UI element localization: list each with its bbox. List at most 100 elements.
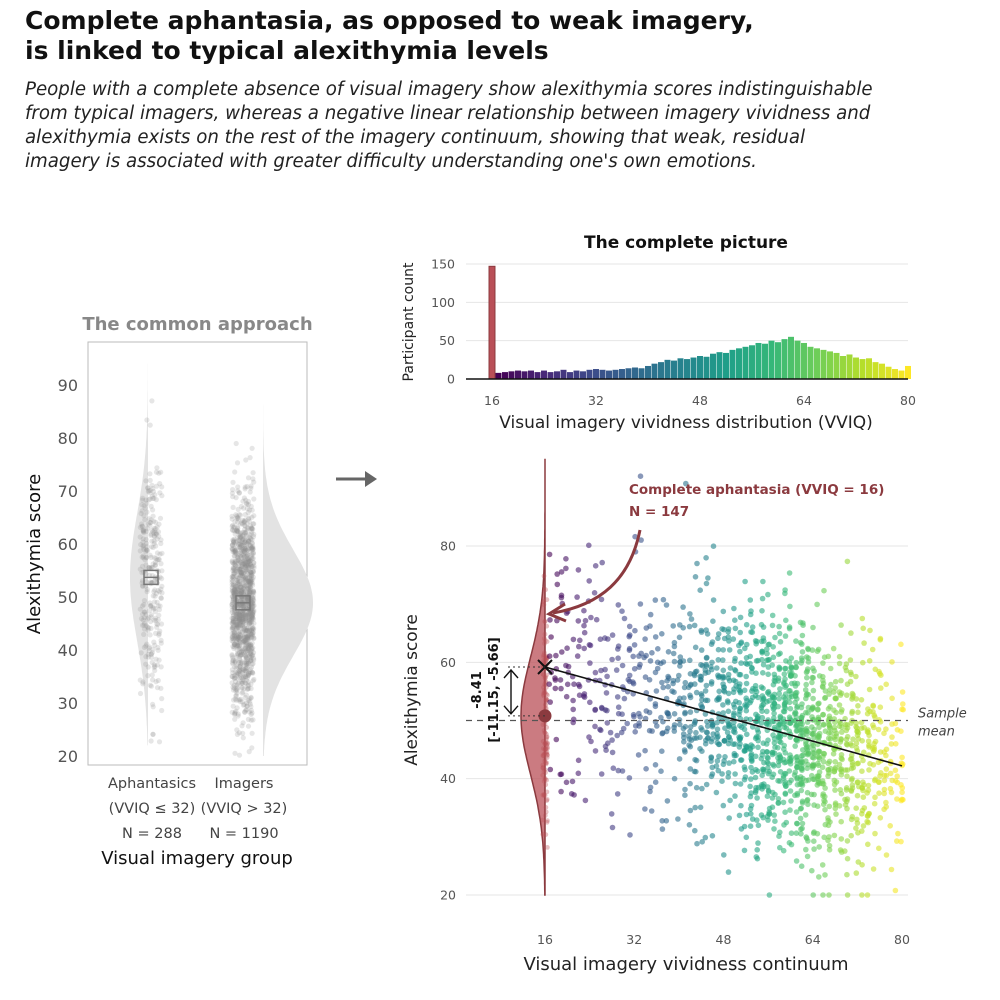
- scatter-point: [731, 758, 737, 765]
- jitter-point: [232, 548, 239, 554]
- scatter-point: [853, 870, 860, 876]
- scatter-point: [627, 632, 633, 638]
- jitter-point: [152, 492, 158, 498]
- jitter-point: [230, 570, 237, 577]
- scatter-point: [710, 543, 717, 549]
- jitter-point: [229, 602, 235, 608]
- jitter-point: [237, 559, 244, 565]
- jitter-point: [245, 611, 251, 617]
- scatter-point: [853, 825, 859, 831]
- scatter-point: [619, 768, 626, 774]
- jitter-point: [153, 530, 159, 536]
- jitter-point: [248, 554, 254, 560]
- jitter-point: [242, 535, 248, 541]
- jitter-point: [249, 612, 255, 619]
- scatter-point: [738, 660, 744, 666]
- jitter-point: [240, 517, 246, 523]
- scatter-point: [844, 733, 851, 740]
- jitter-point: [245, 645, 251, 651]
- jitter-point: [234, 620, 240, 626]
- jitter-point: [230, 578, 236, 584]
- jitter-point: [232, 547, 239, 553]
- jitter-point: [239, 573, 246, 579]
- jitter-point: [240, 604, 246, 610]
- jitter-point: [230, 632, 237, 638]
- scatter-point: [621, 615, 628, 622]
- scatter-point: [831, 832, 838, 839]
- jitter-point: [239, 651, 245, 658]
- scatter-point: [830, 751, 837, 757]
- scatter-point: [704, 654, 710, 661]
- jitter-point: [241, 639, 247, 645]
- scatter-point: [646, 727, 653, 734]
- scatter-point: [748, 811, 754, 817]
- scatter-point: [849, 708, 856, 715]
- histogram-bar: [892, 369, 898, 379]
- scatter-point: [587, 642, 594, 649]
- jitter-point: [242, 530, 248, 536]
- scatter-point: [900, 706, 906, 713]
- jitter-point: [233, 550, 239, 557]
- jitter-point: [236, 490, 242, 496]
- jitter-point: [149, 659, 155, 666]
- jitter-point: [234, 643, 240, 649]
- scatter-point: [810, 695, 816, 702]
- aphantasia-point: [544, 746, 550, 752]
- scatter-point: [899, 689, 906, 695]
- jitter-point: [249, 595, 256, 602]
- jitter-point: [240, 677, 246, 683]
- jitter-point: [229, 607, 235, 613]
- histogram-bar: [833, 352, 840, 379]
- jitter-point: [155, 603, 161, 609]
- scatter-point: [794, 792, 801, 798]
- jitter-point: [139, 523, 145, 530]
- jitter-point: [241, 576, 248, 582]
- jitter-point: [230, 574, 237, 580]
- jitter-point: [232, 563, 238, 569]
- scatter-point: [766, 809, 772, 815]
- aphantasia-point: [543, 696, 549, 702]
- scatter-point: [665, 683, 671, 690]
- sample-mean-label: Sample: [918, 707, 967, 722]
- jitter-point: [240, 553, 246, 559]
- jitter-point: [249, 614, 255, 620]
- scatter-point: [610, 765, 617, 771]
- scatter-point: [681, 739, 687, 745]
- scatter-point: [720, 667, 727, 674]
- jitter-point: [233, 512, 239, 518]
- scatter-point: [786, 714, 793, 720]
- scatter-point: [888, 741, 895, 747]
- aphantasia-point: [544, 691, 549, 697]
- scatter-point: [604, 720, 611, 726]
- scatter-point: [664, 678, 670, 684]
- jitter-point: [251, 635, 257, 641]
- scatter-point: [758, 705, 765, 711]
- jitter-point: [230, 487, 236, 493]
- jitter-point: [243, 634, 249, 640]
- scatter-point: [710, 597, 717, 603]
- aphantasia-point: [543, 741, 548, 747]
- jitter-point: [243, 653, 249, 659]
- histogram-bar: [658, 362, 664, 379]
- jitter-point: [246, 621, 252, 628]
- scatter-point: [820, 758, 827, 765]
- jitter-point: [239, 639, 245, 646]
- scatter-point: [748, 755, 754, 762]
- jitter-point: [248, 503, 254, 509]
- scatter-point: [699, 692, 705, 699]
- aphantasia-point: [541, 685, 546, 690]
- jitter-point: [247, 612, 253, 618]
- jitter-point: [235, 636, 241, 642]
- aphantasia-point: [541, 693, 547, 699]
- scatter-point: [864, 818, 870, 825]
- scatter-point: [720, 710, 726, 716]
- histogram-bar: [905, 365, 911, 379]
- scatter-point: [587, 699, 593, 706]
- aphantasia-point: [545, 744, 550, 750]
- scatter-point: [820, 677, 826, 684]
- chart-subtitle: People with a complete absence of visual…: [25, 79, 873, 172]
- scatter-point: [619, 662, 626, 669]
- aphantasia-point: [543, 739, 549, 745]
- jitter-point: [248, 642, 254, 648]
